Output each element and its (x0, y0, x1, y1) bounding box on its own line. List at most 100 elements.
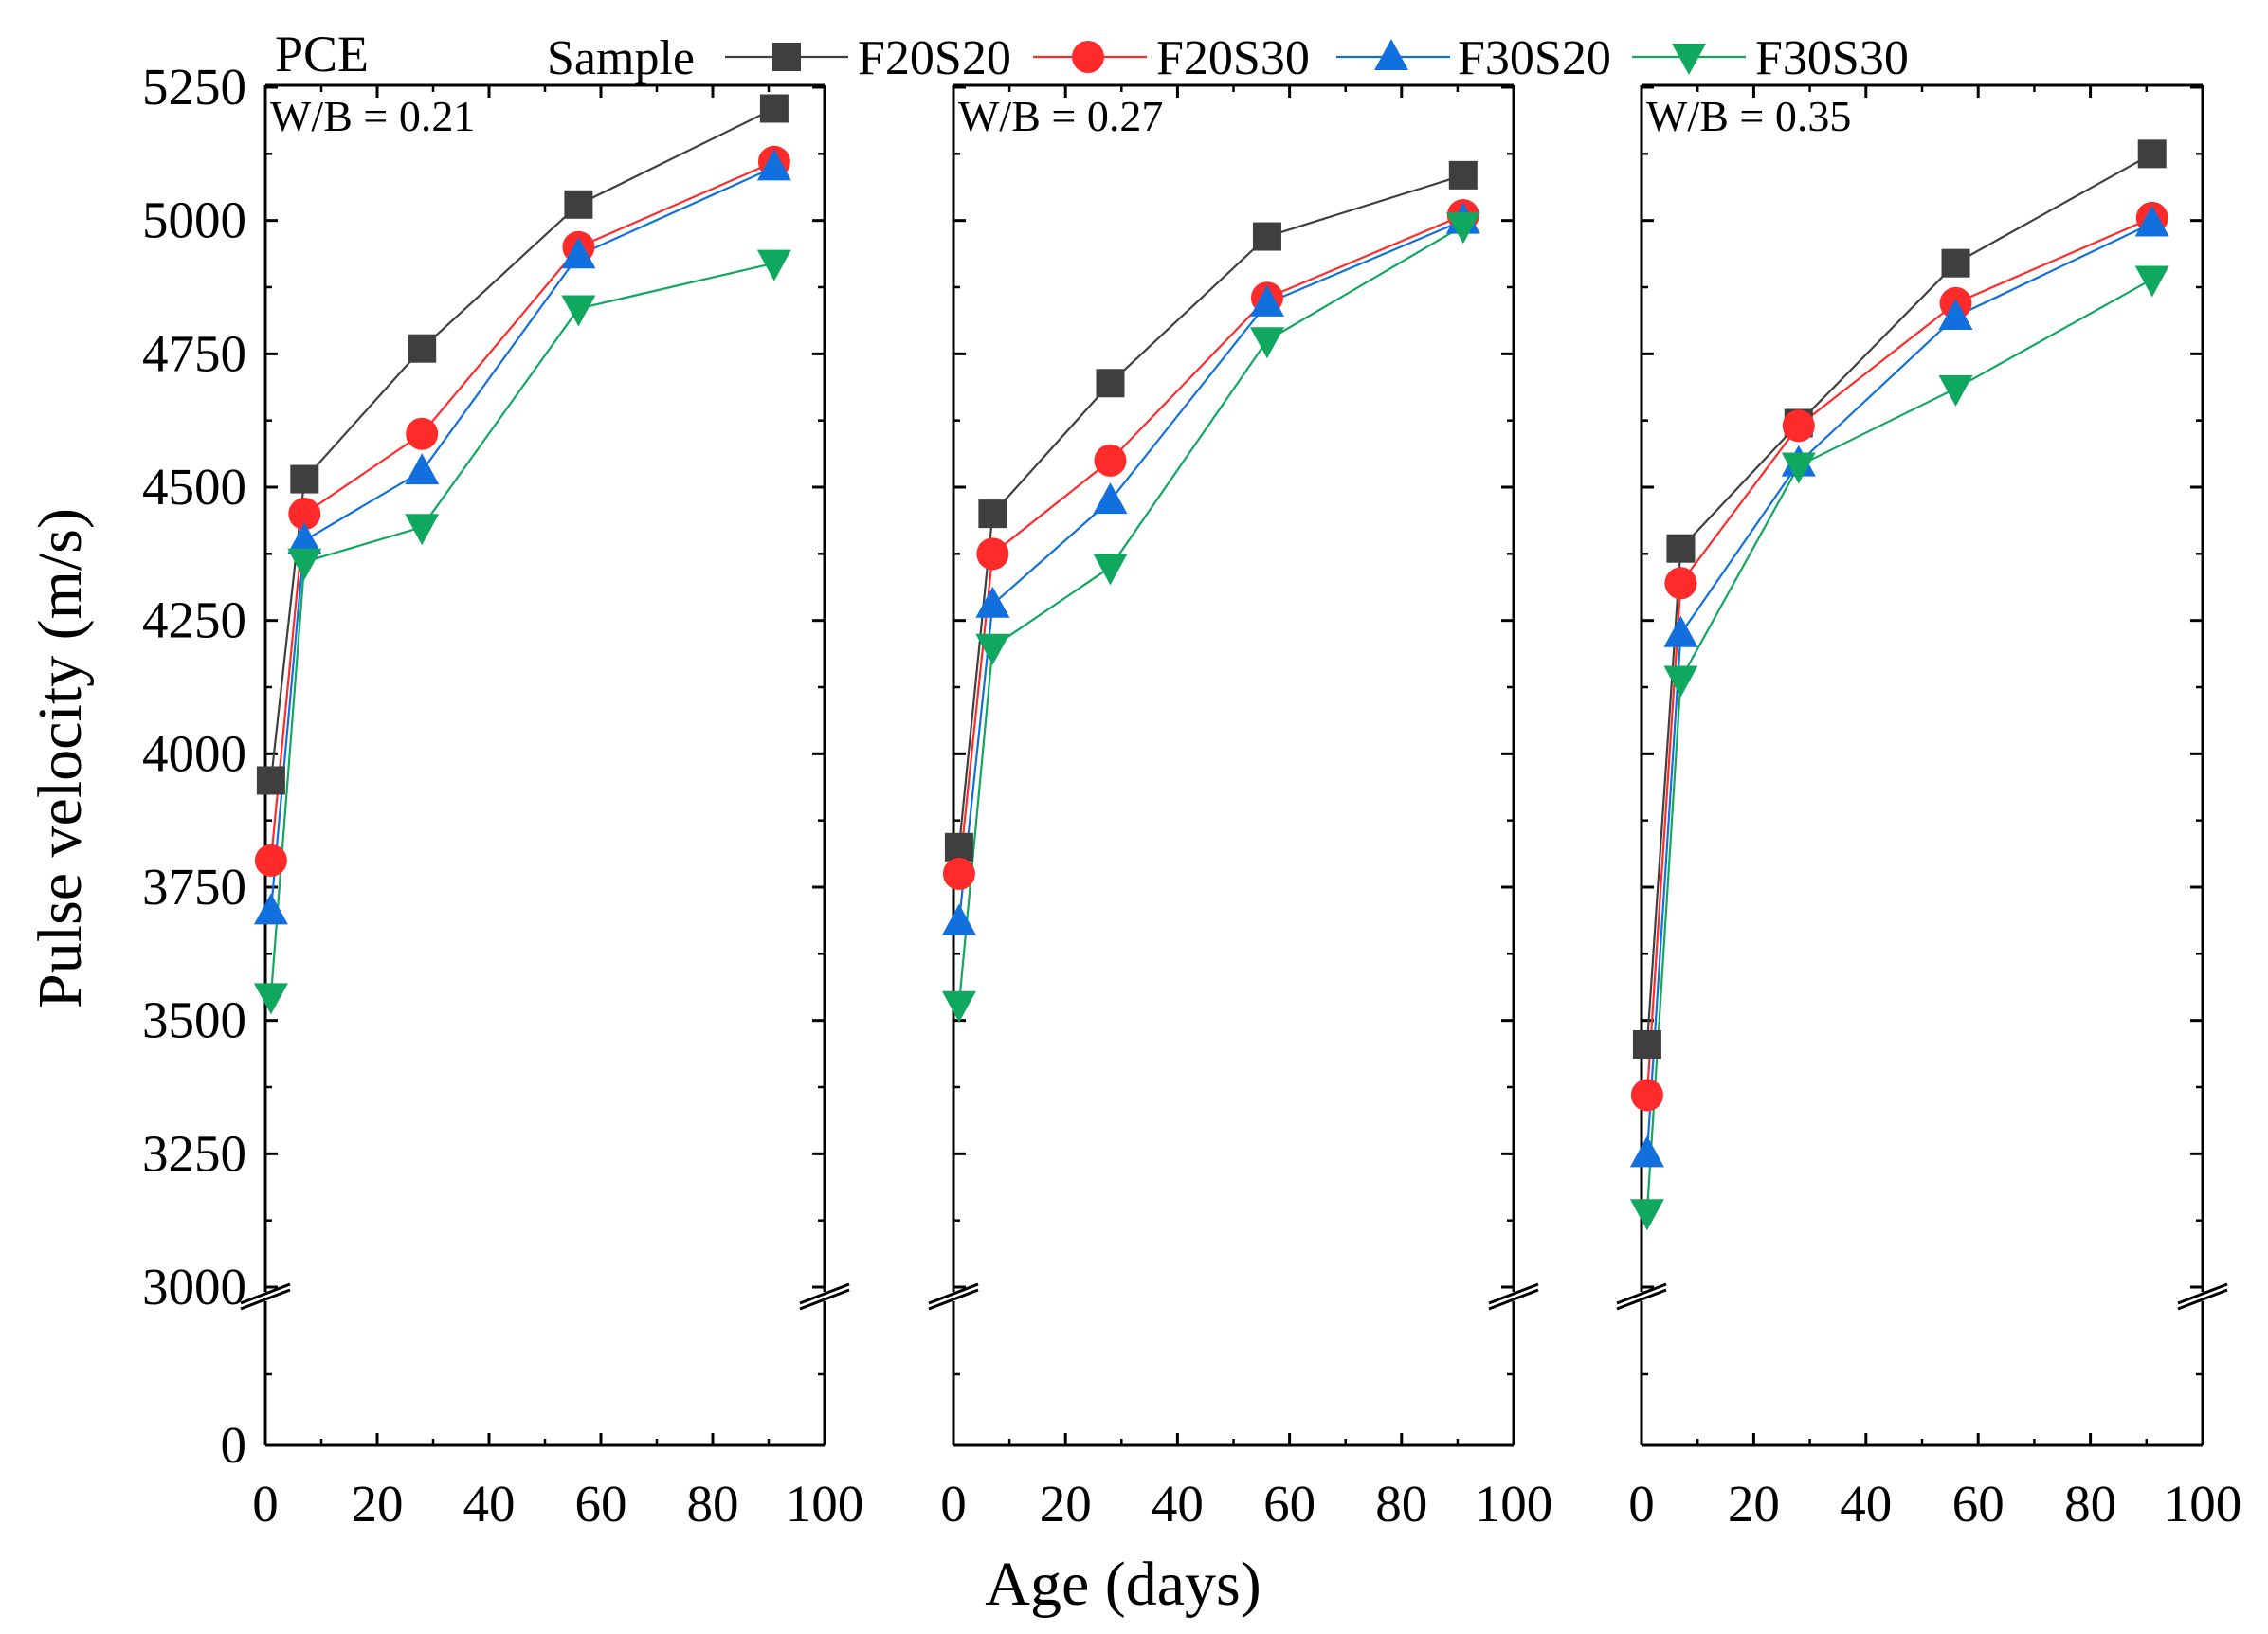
x-tick-label: 80 (1375, 1475, 1427, 1533)
data-point-F30S30 (941, 990, 976, 1023)
y-tick-label: 4250 (142, 591, 246, 649)
break-slash (240, 1282, 291, 1305)
data-point-F20S20 (1941, 248, 1970, 278)
legend-marker (1072, 41, 1104, 73)
axis-break-mark (1488, 1282, 1539, 1311)
break-slash (928, 1282, 979, 1305)
chart-panels: 0300032503500375040004250450047505000525… (142, 58, 2241, 1533)
data-point-F20S20 (1448, 160, 1478, 190)
data-point-F30S30 (253, 983, 288, 1015)
x-tick-label: 20 (1728, 1475, 1780, 1533)
axis-break-mark (928, 1282, 979, 1311)
data-point-F30S30 (2134, 265, 2169, 298)
data-point-F20S30 (1094, 444, 1127, 477)
data-point-F20S30 (406, 417, 439, 450)
y-tick-label: 3750 (142, 858, 246, 916)
x-tick-label: 100 (1475, 1475, 1553, 1533)
data-point-F30S30 (756, 249, 791, 281)
data-point-F30S30 (405, 514, 440, 546)
series-line-F20S20 (957, 173, 1464, 847)
data-point-F20S20 (256, 766, 285, 795)
data-point-F20S30 (1782, 409, 1815, 443)
data-point-F30S30 (1938, 374, 1973, 407)
data-point-F30S30 (561, 295, 596, 327)
axis-break-mark (240, 1282, 291, 1311)
series-line-F30S30 (1645, 278, 2153, 1213)
data-point-F30S30 (1629, 1199, 1664, 1231)
legend-label: F30S30 (1755, 31, 1909, 85)
break-slash (928, 1288, 979, 1311)
y-axis-label: Pulse velocity (m/s) (26, 508, 95, 1008)
y-tick-label: 3250 (142, 1124, 246, 1182)
data-point-F30S20 (1629, 1135, 1664, 1168)
data-point-F30S30 (287, 548, 322, 580)
data-point-F20S20 (408, 334, 437, 363)
x-axis-label: Age (days) (985, 1550, 1261, 1619)
y-tick-label: 5000 (142, 191, 246, 249)
data-point-F20S30 (254, 844, 287, 877)
data-point-F20S20 (1252, 222, 1281, 251)
y-tick-label: 0 (221, 1416, 247, 1474)
x-tick-label: 40 (463, 1475, 516, 1533)
series-line-F20S30 (957, 214, 1464, 875)
data-point-F20S20 (290, 464, 319, 494)
x-tick-label: 40 (1152, 1475, 1204, 1533)
break-slash (1488, 1282, 1539, 1305)
x-tick-label: 60 (1952, 1475, 2005, 1533)
axis-break-mark (2177, 1282, 2228, 1311)
panel-label: W/B = 0.27 (958, 92, 1163, 140)
data-point-F30S20 (561, 237, 596, 269)
header-label: PCE (275, 26, 369, 82)
series-line-F30S20 (957, 219, 1464, 922)
legend-label: F20S20 (858, 31, 1011, 85)
data-point-F30S20 (941, 903, 976, 935)
break-slash (2177, 1288, 2228, 1311)
legend-item-F30S20: F30S20 (1336, 31, 1611, 85)
data-point-F30S20 (2134, 205, 2169, 237)
y-tick-label: 4750 (142, 324, 246, 382)
legend-item-F30S30: F30S30 (1632, 31, 1909, 85)
data-point-F20S30 (1630, 1079, 1663, 1112)
legend-item-F20S30: F20S30 (1033, 31, 1310, 85)
data-point-F20S20 (1632, 1029, 1661, 1059)
y-tick-label: 3000 (142, 1258, 246, 1316)
data-point-F20S20 (1666, 534, 1696, 563)
y-tick-label: 4000 (142, 724, 246, 782)
legend-title: Sample (547, 31, 695, 85)
data-point-F30S20 (1249, 284, 1284, 317)
break-slash (799, 1288, 850, 1311)
series-line-F30S30 (957, 225, 1464, 1005)
data-point-F30S20 (975, 586, 1010, 618)
data-point-F30S20 (287, 522, 322, 554)
x-tick-label: 100 (2164, 1475, 2242, 1533)
legend-marker (1374, 39, 1408, 70)
data-point-F30S30 (1445, 212, 1480, 245)
series-line-F20S20 (269, 107, 775, 781)
data-point-F30S20 (405, 453, 440, 485)
series-line-F30S20 (269, 166, 775, 912)
break-slash (1616, 1282, 1667, 1305)
x-tick-label: 80 (2064, 1475, 2116, 1533)
panel-label: W/B = 0.21 (270, 92, 475, 140)
x-tick-label: 40 (1840, 1475, 1892, 1533)
data-point-F20S20 (2137, 139, 2167, 169)
break-slash (799, 1282, 850, 1305)
x-tick-label: 0 (940, 1475, 967, 1533)
data-point-F30S20 (1093, 482, 1128, 515)
legend: Sample F20S20 F20S30 F30S20 F30S30 (547, 31, 1909, 85)
data-point-F20S30 (1664, 567, 1697, 600)
data-point-F20S30 (288, 498, 321, 531)
data-point-F20S30 (942, 857, 975, 890)
data-point-F30S20 (253, 893, 288, 925)
legend-marker (1672, 44, 1706, 75)
break-slash (1488, 1288, 1539, 1311)
data-point-F30S20 (1938, 298, 1973, 330)
data-point-F20S20 (1096, 369, 1125, 398)
legend-label: F20S30 (1156, 31, 1310, 85)
axis-break-mark (799, 1282, 850, 1311)
y-tick-label: 4500 (142, 458, 246, 516)
series-line-F20S30 (269, 160, 775, 861)
panel-1: 0 3000 3250 3500 3750 4000 4250 4500 4750 5000 525… (142, 58, 863, 1533)
y-tick-label: 5250 (142, 58, 246, 116)
